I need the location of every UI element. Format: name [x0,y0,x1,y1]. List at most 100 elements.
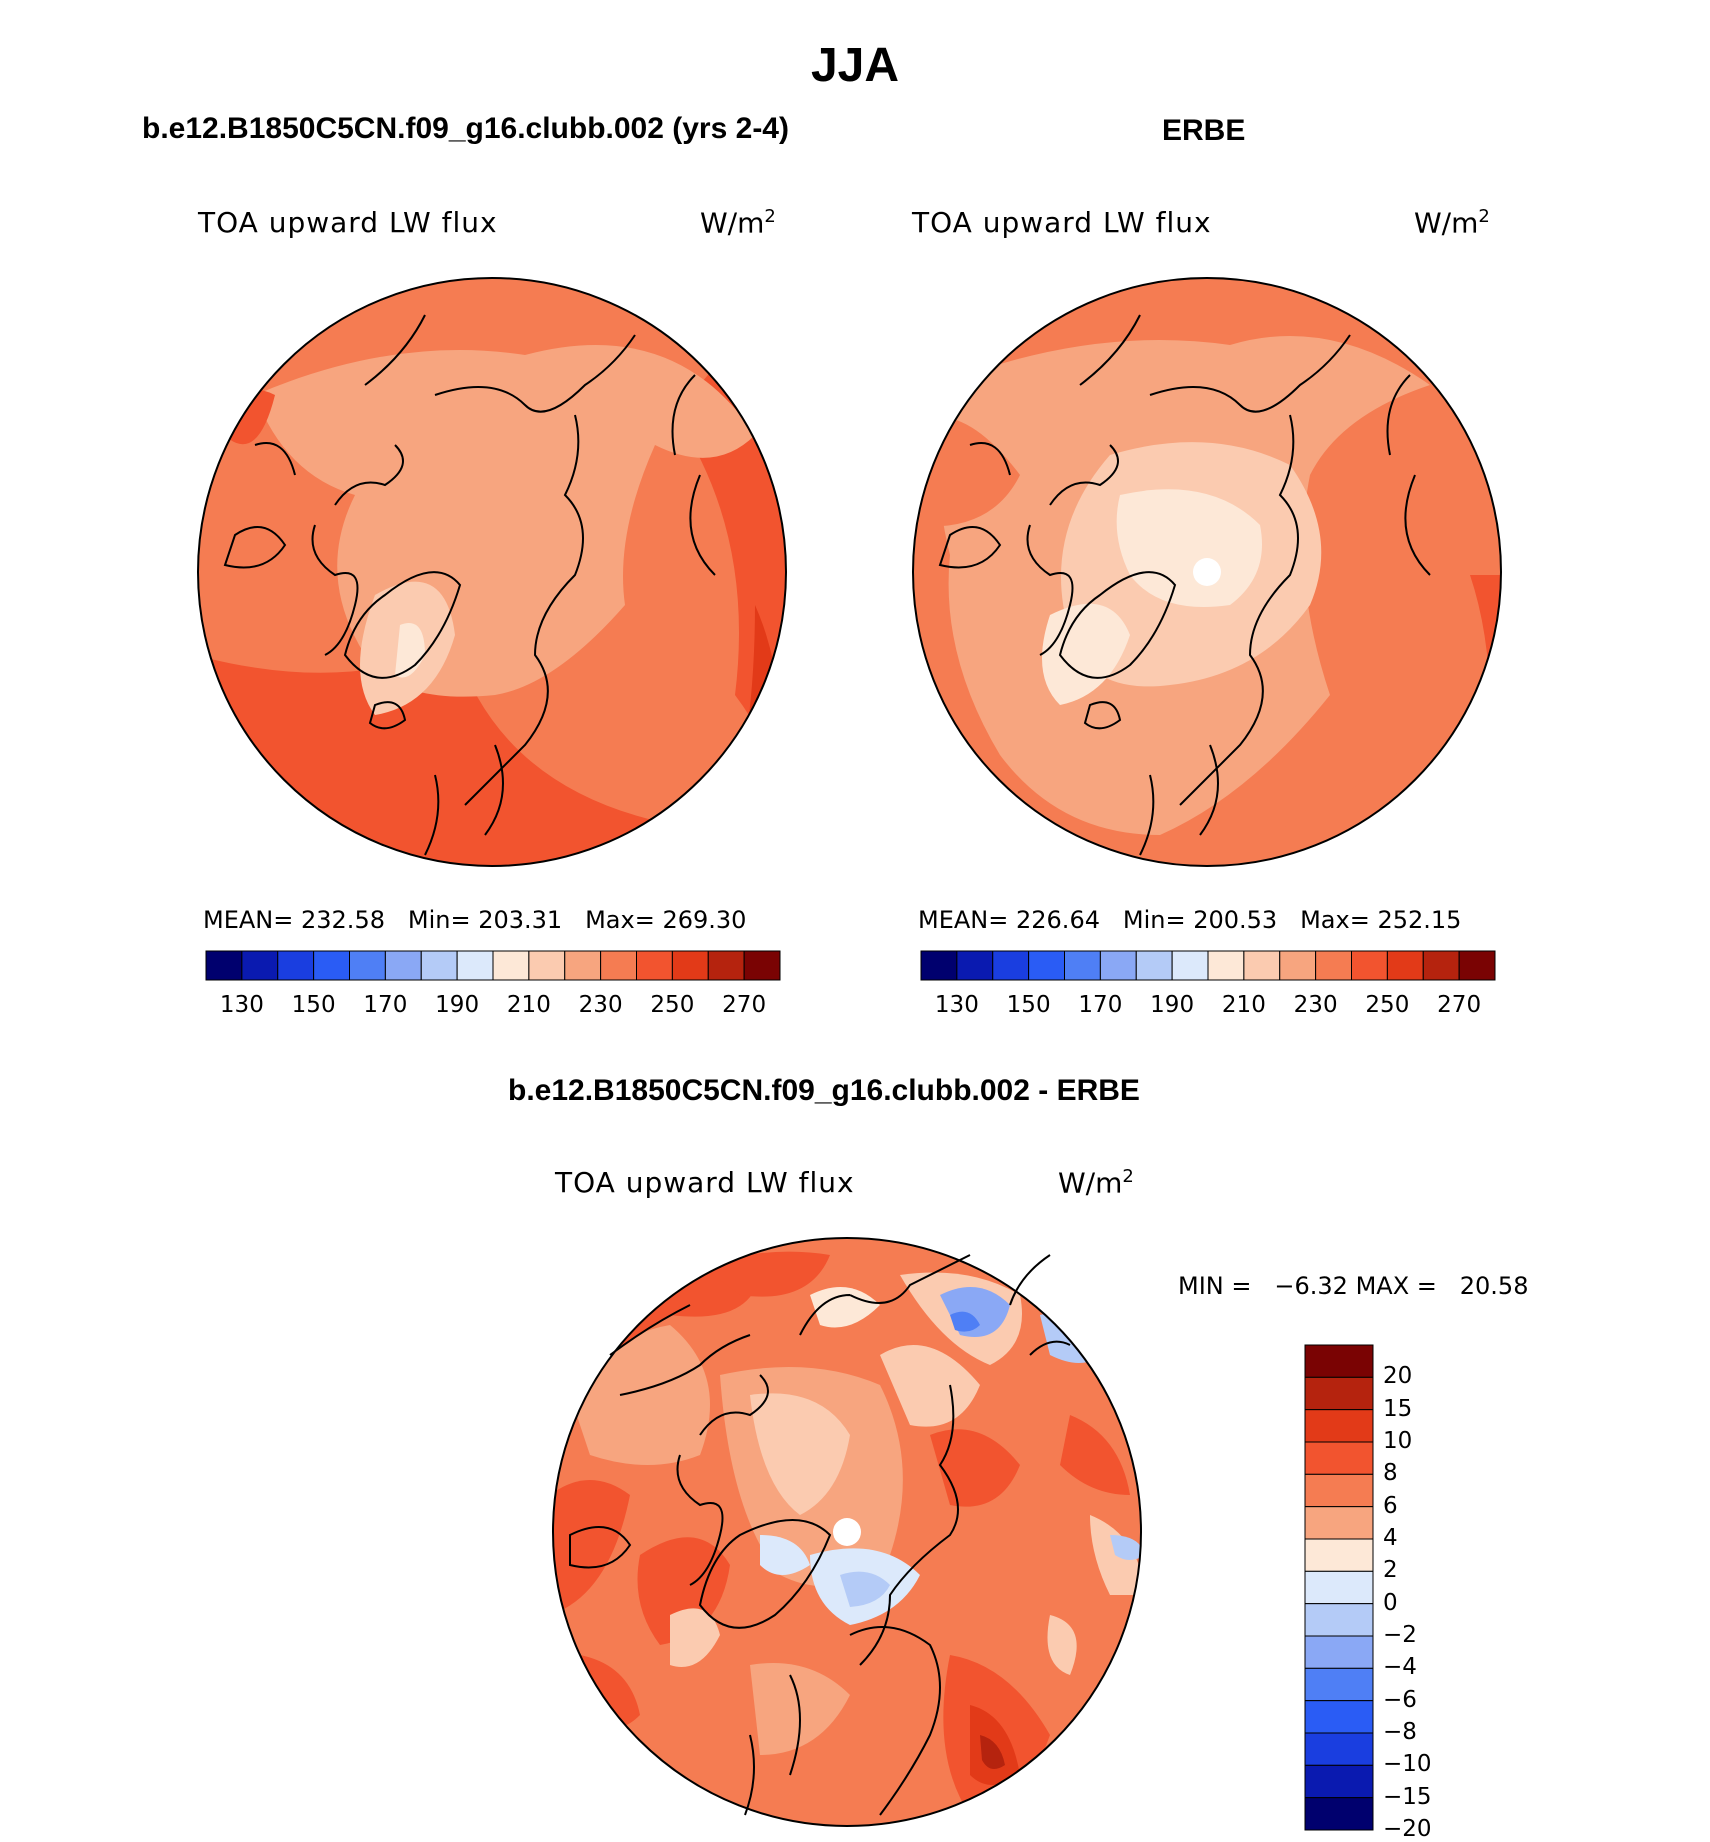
colorbar-swatch [277,950,315,981]
diff-panel-title: b.e12.B1850C5CN.f09_g16.clubb.002 - ERBE [508,1074,1140,1107]
colorbar-swatch [1135,950,1173,981]
colorbar-swatch [205,950,243,981]
colorbar-swatch [956,950,994,981]
colorbar-swatch [1171,950,1209,981]
colorbar-tick-label: −2 [1383,1622,1417,1648]
colorbar-swatch [492,950,530,981]
colorbar-swatch [1304,1570,1374,1605]
colorbar-swatch [1315,950,1352,981]
colorbar-tick-label: −20 [1383,1816,1432,1842]
colorbar-swatch [707,950,745,981]
colorbar-swatch [671,950,709,981]
diff-variable-label: TOA upward LW flux [555,1166,855,1199]
colorbar-tick-label: 150 [291,992,336,1018]
colorbar-swatch [1458,950,1496,981]
colorbar-swatch [1304,1603,1374,1637]
colorbar-tick-label: 230 [578,992,623,1018]
colorbar-swatch [1028,950,1065,981]
colorbar-tick-label: 250 [650,992,695,1018]
obs-variable-label: TOA upward LW flux [912,206,1212,239]
colorbar-tick-label: 130 [934,992,979,1018]
colorbar-swatch [1279,950,1317,981]
colorbar-swatch [1064,950,1101,981]
colorbar-swatch [384,950,422,981]
colorbar-tick-label: 15 [1383,1395,1413,1422]
obs-colorbar [920,950,1496,981]
diff-stats: MIN = −6.32 MAX = 20.58 [1178,1272,1529,1300]
diff-units-label: W/m2 [1058,1166,1134,1200]
colorbar-swatch [528,950,566,981]
colorbar-tick-label: 170 [1078,992,1123,1018]
diff-colorbar-ticks: 20 15 10 8 6 4 2 0 −2 −4 −6 −8 −10 −15 −20 [1383,1345,1473,1842]
colorbar-swatch [1304,1441,1374,1475]
colorbar-swatch [743,950,781,981]
colorbar-swatch [1304,1700,1374,1734]
colorbar-swatch [241,950,279,981]
colorbar-swatch [1304,1409,1374,1443]
colorbar-tick-label: −10 [1383,1751,1432,1778]
colorbar-tick-label: 10 [1383,1428,1413,1454]
colorbar-tick-label: 130 [219,992,264,1018]
colorbar-swatch [456,950,494,981]
model-stats: MEAN= 232.58 Min= 203.31 Max= 269.30 [203,906,747,934]
colorbar-tick-label: 8 [1383,1460,1398,1487]
model-colorbar [205,950,781,981]
colorbar-tick-label: −8 [1383,1719,1417,1745]
colorbar-tick-label: 270 [722,992,767,1018]
colorbar-swatch [1304,1732,1374,1766]
obs-units-label: W/m2 [1414,206,1490,240]
colorbar-tick-label: 170 [363,992,408,1018]
colorbar-swatch [420,950,458,981]
colorbar-tick-label: 4 [1383,1525,1398,1551]
colorbar-swatch [1386,950,1424,981]
colorbar-tick-label: 6 [1383,1492,1398,1519]
colorbar-swatch [1304,1635,1374,1669]
colorbar-tick-label: −15 [1383,1783,1432,1810]
colorbar-swatch [992,950,1030,981]
colorbar-swatch [1304,1376,1374,1411]
colorbar-tick-label: 250 [1365,992,1410,1018]
colorbar-tick-label: −6 [1383,1686,1417,1713]
obs-stats: MEAN= 226.64 Min= 200.53 Max= 252.15 [918,906,1462,934]
colorbar-swatch [564,950,602,981]
diff-colorbar [1304,1344,1374,1831]
colorbar-tick-label: 270 [1437,992,1482,1018]
colorbar-tick-label: 190 [1150,992,1195,1018]
colorbar-swatch [636,950,673,981]
obs-panel-title: ERBE [1162,114,1246,147]
colorbar-tick-label: 210 [506,992,551,1018]
colorbar-swatch [1304,1344,1374,1378]
colorbar-swatch [1351,950,1388,981]
model-units-label: W/m2 [700,206,776,240]
colorbar-tick-label: −4 [1383,1654,1417,1681]
colorbar-swatch [1207,950,1245,981]
colorbar-tick-label: 230 [1293,992,1338,1018]
colorbar-swatch [349,950,386,981]
obs-polar-map [912,277,1502,867]
colorbar-swatch [600,950,637,981]
colorbar-swatch [1304,1506,1374,1540]
colorbar-tick-label: 190 [435,992,480,1018]
obs-colorbar-ticks: 130 150 170 190 210 230 250 270 [921,992,1495,1022]
colorbar-swatch [1304,1667,1374,1702]
colorbar-swatch [920,950,958,981]
colorbar-swatch [1304,1764,1374,1799]
diff-polar-map [552,1237,1142,1827]
colorbar-swatch [1304,1538,1374,1572]
colorbar-swatch [1099,950,1137,981]
colorbar-tick-label: 0 [1383,1589,1398,1616]
model-colorbar-ticks: 130 150 170 190 210 230 250 270 [206,992,780,1022]
model-polar-map [197,277,787,867]
model-variable-label: TOA upward LW flux [198,206,498,239]
colorbar-tick-label: 210 [1221,992,1266,1018]
colorbar-tick-label: 2 [1383,1557,1398,1584]
colorbar-swatch [1422,950,1460,981]
colorbar-swatch [1243,950,1281,981]
colorbar-swatch [1304,1797,1374,1831]
model-panel-title: b.e12.B1850C5CN.f09_g16.clubb.002 (yrs 2… [142,112,789,145]
figure-title: JJA [810,39,900,92]
colorbar-swatch [1304,1473,1374,1508]
colorbar-swatch [313,950,350,981]
colorbar-tick-label: 150 [1006,992,1051,1018]
colorbar-tick-label: 20 [1383,1363,1413,1390]
